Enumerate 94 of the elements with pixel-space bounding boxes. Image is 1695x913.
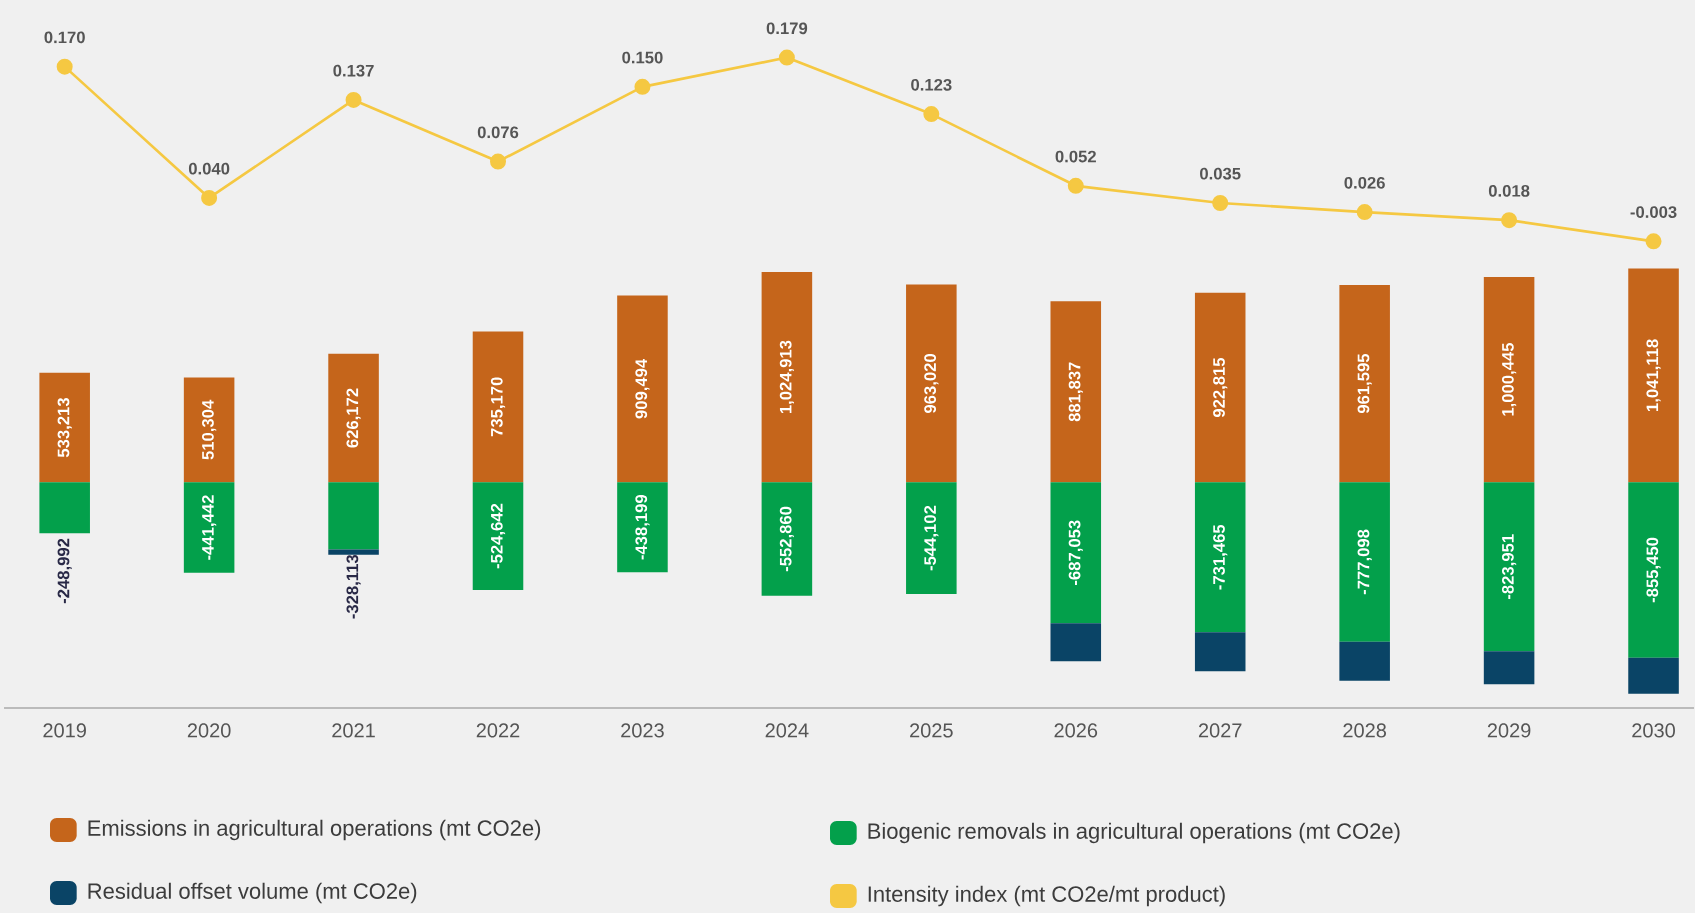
point — [1501, 212, 1518, 229]
bar — [906, 482, 957, 594]
point — [923, 106, 940, 123]
point — [1212, 194, 1229, 211]
data-label: 0.040 — [188, 162, 230, 175]
data-label: -731,465 — [1213, 524, 1228, 590]
data-label: 0.137 — [333, 64, 374, 77]
bar — [472, 331, 524, 483]
data-label: 881,837 — [1068, 362, 1083, 422]
legend-label: Emissions in agricultural operations (mt CO2e) — [88, 819, 541, 841]
bar — [1339, 641, 1390, 681]
legend-label: Intensity index (mt CO2e/mt product) — [868, 885, 1225, 907]
data-label: 1,024,913 — [779, 340, 794, 414]
bar — [1483, 276, 1535, 483]
point — [1067, 177, 1084, 194]
x-tick-label: 2022 — [476, 723, 520, 738]
bar — [1628, 268, 1679, 483]
bar — [761, 482, 813, 596]
point — [1645, 233, 1662, 250]
bar — [1050, 301, 1102, 483]
x-tick-label: 2030 — [1632, 723, 1675, 738]
bar — [906, 284, 957, 483]
x-tick-label: 2020 — [187, 723, 231, 738]
data-label: 0.170 — [44, 31, 85, 44]
data-label: -544,102 — [924, 505, 939, 571]
data-label: -687,053 — [1068, 520, 1083, 585]
data-label: 1,041,118 — [1646, 339, 1661, 411]
bar — [183, 377, 235, 483]
bar — [617, 482, 668, 573]
data-label: -248,992 — [57, 538, 72, 604]
data-label: 0.035 — [1200, 167, 1241, 180]
data-label: 909,494 — [635, 358, 650, 419]
bar — [1194, 292, 1246, 483]
data-label: 0.123 — [911, 78, 952, 91]
x-tick-label: 2026 — [1054, 723, 1098, 738]
x-tick-label: 2024 — [765, 723, 809, 738]
bar — [1050, 623, 1102, 662]
data-label: 533,213 — [57, 398, 72, 458]
data-label: 626,172 — [346, 388, 361, 448]
bar — [328, 353, 379, 483]
bar — [328, 482, 379, 550]
data-label: -777,098 — [1357, 529, 1372, 595]
bar — [183, 482, 235, 573]
data-label: 0.150 — [622, 51, 663, 64]
bar — [617, 295, 668, 483]
data-label: 735,170 — [490, 377, 506, 437]
data-label: 510,304 — [202, 399, 217, 460]
bar — [1194, 482, 1246, 633]
x-tick-label: 2029 — [1487, 723, 1531, 738]
data-label: 0.052 — [1055, 150, 1096, 163]
data-label: 1,000,445 — [1502, 343, 1517, 416]
x-tick-label: 2027 — [1198, 723, 1242, 738]
point — [201, 189, 218, 206]
bar — [1194, 632, 1246, 672]
bar — [1628, 657, 1679, 694]
bar — [328, 549, 379, 555]
data-label: 963,020 — [924, 354, 939, 413]
x-tick-label: 2021 — [332, 723, 375, 738]
x-tick-label: 2019 — [43, 723, 86, 738]
data-label: 0.076 — [477, 126, 519, 139]
point — [1356, 204, 1373, 221]
data-label: -328,113 — [346, 554, 361, 619]
bar — [39, 372, 90, 483]
data-label: 0.018 — [1488, 184, 1530, 197]
bar — [472, 482, 524, 590]
data-label: -0.003 — [1630, 206, 1677, 218]
x-tick-label: 2023 — [621, 723, 664, 738]
x-tick-label: 2028 — [1343, 723, 1387, 738]
data-label: 922,815 — [1213, 357, 1228, 418]
bar — [1628, 482, 1679, 658]
legend-label: Biogenic removals in agricultural operations (mt CO2e) — [868, 822, 1400, 844]
point — [345, 91, 362, 108]
data-label: -855,450 — [1646, 537, 1661, 603]
data-label: -823,951 — [1502, 534, 1517, 600]
x-tick-label: 2025 — [910, 723, 953, 738]
legend-label: Residual offset volume (mt CO2e) — [88, 882, 417, 904]
data-label: -552,860 — [779, 506, 794, 572]
data-label: -438,199 — [635, 494, 650, 560]
data-label: -524,642 — [490, 503, 506, 569]
bar — [761, 271, 813, 483]
data-label: 961,595 — [1357, 353, 1372, 414]
point — [56, 58, 73, 75]
bar — [1339, 284, 1390, 483]
point — [634, 78, 651, 95]
data-label: -441,442 — [202, 495, 217, 560]
data-label: 0.179 — [766, 22, 808, 35]
bar — [1483, 651, 1535, 685]
bar — [1339, 482, 1390, 642]
bar — [1483, 482, 1535, 652]
point — [490, 153, 507, 170]
bar — [39, 482, 90, 534]
data-label: 0.026 — [1344, 176, 1385, 189]
bar — [1050, 482, 1102, 624]
point — [778, 49, 795, 66]
